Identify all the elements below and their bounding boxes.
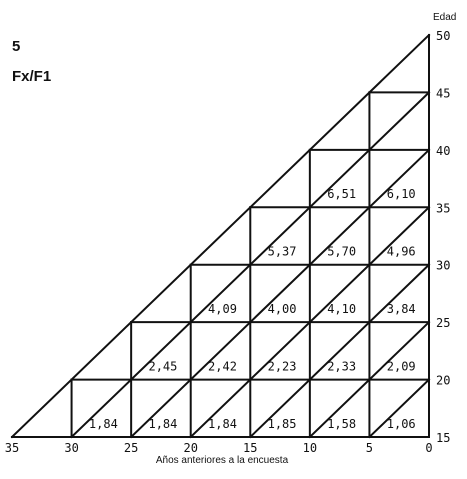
cell-value-label: 2,42	[208, 359, 237, 373]
x-tick-label: 35	[5, 441, 19, 455]
y-tick-label: 20	[436, 374, 450, 388]
x-tick-label: 25	[124, 441, 138, 455]
x-tick-label: 30	[64, 441, 78, 455]
y-tick-label: 40	[436, 144, 450, 158]
cell-value-label: 4,00	[268, 302, 297, 316]
x-tick-label: 10	[303, 441, 317, 455]
cohort-diagonal-25	[129, 148, 431, 439]
cohort-diagonal-5	[368, 378, 431, 439]
cell-value-label: 1,06	[387, 417, 416, 431]
cell-value-label: 5,37	[268, 245, 297, 259]
cell-value-label: 4,10	[327, 302, 356, 316]
x-tick-label: 20	[183, 441, 197, 455]
cohort-diagonal-20	[189, 205, 431, 439]
cell-value-label: 4,09	[208, 302, 237, 316]
cell-value-label: 1,84	[208, 417, 237, 431]
cell-value-label: 1,58	[327, 417, 356, 431]
cell-value-label: 6,10	[387, 187, 416, 201]
cell-value-label: 2,33	[327, 359, 356, 373]
cell-value-label: 4,96	[387, 245, 416, 259]
cell-value-label: 6,51	[327, 187, 356, 201]
cell-value-label: 2,09	[387, 359, 416, 373]
y-tick-label: 25	[436, 316, 450, 330]
x-tick-label: 15	[243, 441, 257, 455]
x-tick-label: 5	[366, 441, 373, 455]
cell-value-label: 3,84	[387, 302, 416, 316]
cell-value-label: 1,84	[148, 417, 177, 431]
cell-value-label: 2,23	[268, 359, 297, 373]
y-axis-title: Edad	[433, 12, 457, 23]
y-tick-label: 15	[436, 431, 450, 445]
cell-value-label: 2,45	[148, 359, 177, 373]
cohort-diagonal-10	[308, 320, 431, 439]
cohort-diagonal-30	[70, 91, 431, 439]
cell-value-label: 5,70	[327, 245, 356, 259]
x-axis-title: Años anteriores a la encuesta	[155, 455, 289, 466]
panel-label: Fx/F1	[12, 68, 52, 85]
cell-value-label: 1,84	[89, 417, 118, 431]
panel-number: 5	[12, 38, 21, 55]
cohort-diagonal-15	[248, 263, 431, 439]
y-tick-label: 45	[436, 86, 450, 100]
y-tick-label: 35	[436, 201, 450, 215]
cell-value-label: 1,85	[268, 417, 297, 431]
y-tick-label: 50	[436, 29, 450, 43]
y-tick-label: 30	[436, 259, 450, 273]
x-tick-label: 0	[425, 441, 432, 455]
hypotenuse-line	[10, 33, 431, 439]
